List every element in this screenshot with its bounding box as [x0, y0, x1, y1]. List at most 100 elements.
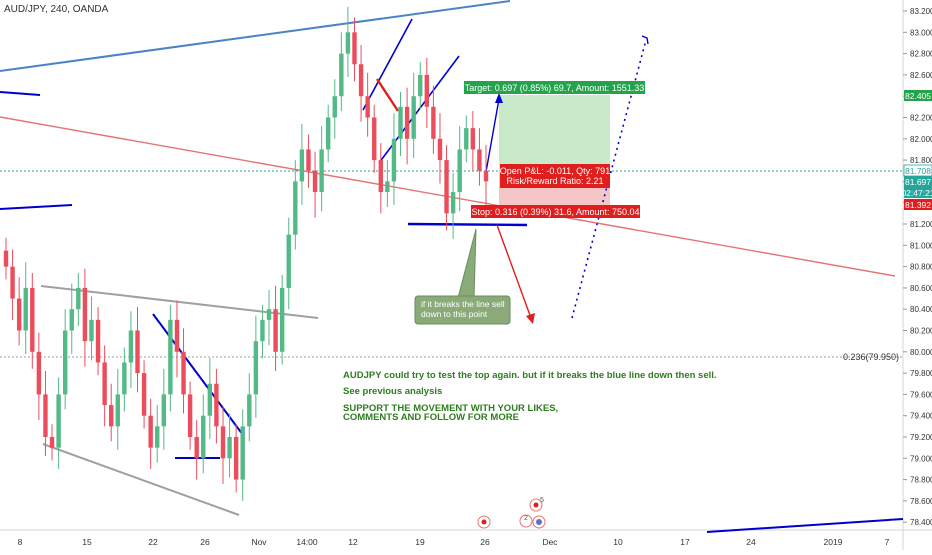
price-tick-label: 81.000 [910, 241, 932, 250]
price-tick-label: 82.600 [910, 71, 932, 80]
candle-body [253, 341, 259, 395]
candle-body [115, 394, 120, 427]
candle-body [437, 138, 443, 161]
candle-body [306, 149, 311, 171]
stop-label-box[interactable] [471, 205, 640, 218]
candle-body [260, 319, 265, 342]
candle-body [187, 394, 193, 437]
candle-body [266, 309, 272, 320]
red-mark-segment[interactable] [375, 78, 400, 112]
stop-price-badge [904, 199, 932, 210]
candle-body [457, 149, 462, 193]
candle-body [431, 106, 436, 139]
price-axis[interactable]: 83.20083.00082.80082.60082.40082.20082.0… [903, 7, 932, 527]
callout-box[interactable] [414, 295, 511, 325]
callout-line1: if it breaks the line sell [421, 299, 505, 309]
time-tick-label: 24 [746, 537, 756, 547]
down-arrow-head [526, 313, 535, 324]
time-tick-label: 15 [82, 537, 92, 547]
candle-body [477, 149, 482, 171]
candle-body [345, 32, 351, 54]
blue-descending-line[interactable] [152, 313, 244, 436]
stop-price-text: 81.392 [905, 200, 931, 210]
candle-body [483, 170, 489, 182]
target-label-box[interactable] [464, 81, 645, 94]
price-tick-label: 82.200 [910, 114, 932, 123]
time-tick-label: Nov [251, 537, 267, 547]
blue-channel-upper[interactable] [362, 18, 413, 111]
plot-area[interactable] [0, 0, 903, 530]
price-tick-label: 80.800 [910, 263, 932, 272]
grey-lower-channel-line[interactable] [42, 443, 240, 516]
candle-body [56, 394, 61, 448]
blue-line-left-upper[interactable] [0, 91, 41, 96]
price-tick-label: 79.800 [910, 369, 932, 378]
price-tick-label: 82.800 [910, 50, 932, 59]
candle-body [240, 426, 245, 480]
candle-body [450, 192, 456, 214]
note-line3: SUPPORT THE MOVEMENT WITH YOUR LIKES, [343, 403, 558, 414]
price-tick-label: 78.800 [910, 476, 932, 485]
candle-body [109, 405, 114, 427]
candle-body [122, 362, 127, 395]
candle-body [464, 128, 469, 150]
candle-body [36, 351, 42, 395]
candle-body [404, 106, 410, 139]
candle-body [444, 160, 449, 214]
upper-resistance-line[interactable] [0, 0, 511, 72]
candle-body [174, 319, 180, 352]
candle-body [325, 117, 331, 150]
candle-body [247, 394, 252, 427]
candle-body [365, 96, 370, 118]
price-tick-label: 80.200 [910, 327, 932, 336]
candle-body [227, 437, 232, 459]
note-line2: See previous analysis [343, 386, 442, 397]
blue-line-left-mid[interactable] [0, 204, 73, 210]
candle-body [148, 415, 153, 448]
down-arrow-line[interactable] [496, 224, 532, 319]
timer-badge [904, 187, 932, 198]
candle-body [470, 128, 476, 150]
price-tick-label: 82.000 [910, 135, 932, 144]
time-tick-label: 14:00 [296, 537, 318, 547]
candle-body [332, 96, 337, 118]
candle-body [424, 74, 430, 107]
candle-body [207, 383, 213, 416]
candle-body [214, 383, 219, 427]
blue-support-line[interactable] [407, 222, 528, 227]
candle-body [89, 319, 94, 342]
event-marker-2-dot [533, 502, 539, 508]
timer-text: 02:47:21 [901, 188, 932, 198]
candle-body [411, 96, 416, 139]
price-tick-label: 79.000 [910, 454, 932, 463]
note-line1: AUDJPY could try to test the top again. … [343, 370, 717, 381]
candle-body [155, 426, 160, 448]
time-axis[interactable]: 8 15 22 26 Nov 14:00 12 19 26 Dec 10 17 24 2019 7 [18, 537, 890, 547]
candle-body [76, 287, 81, 310]
event-marker-3[interactable] [519, 514, 533, 528]
candle-body [352, 32, 357, 65]
open-price-text: 81.697 [905, 177, 931, 187]
dotted-projection-head [641, 35, 649, 45]
price-tick-label: 79.400 [910, 412, 932, 421]
price-tick-label: 78.600 [910, 497, 932, 506]
time-tick-label: 26 [200, 537, 210, 547]
candle-body [23, 287, 28, 331]
price-tick-label: 81.800 [910, 156, 932, 165]
target-price-text: 82.405 [905, 91, 931, 101]
candle-body [141, 373, 147, 416]
time-tick-label: 12 [348, 537, 358, 547]
blue-line-bottom-right[interactable] [706, 518, 904, 533]
up-arrow-line[interactable] [485, 98, 500, 173]
price-tick-label: 80.000 [910, 348, 932, 357]
callout-line2: down to this point [421, 309, 488, 319]
candle-body [299, 149, 305, 182]
candle-body [30, 287, 35, 352]
pnl-label-box[interactable] [500, 164, 610, 188]
grey-upper-channel-line[interactable] [40, 285, 319, 319]
time-tick-label: 19 [415, 537, 425, 547]
pnl-label-line1: Open P&L: -0.011, Qty: 791 [500, 166, 610, 176]
target-zone[interactable] [499, 95, 610, 171]
